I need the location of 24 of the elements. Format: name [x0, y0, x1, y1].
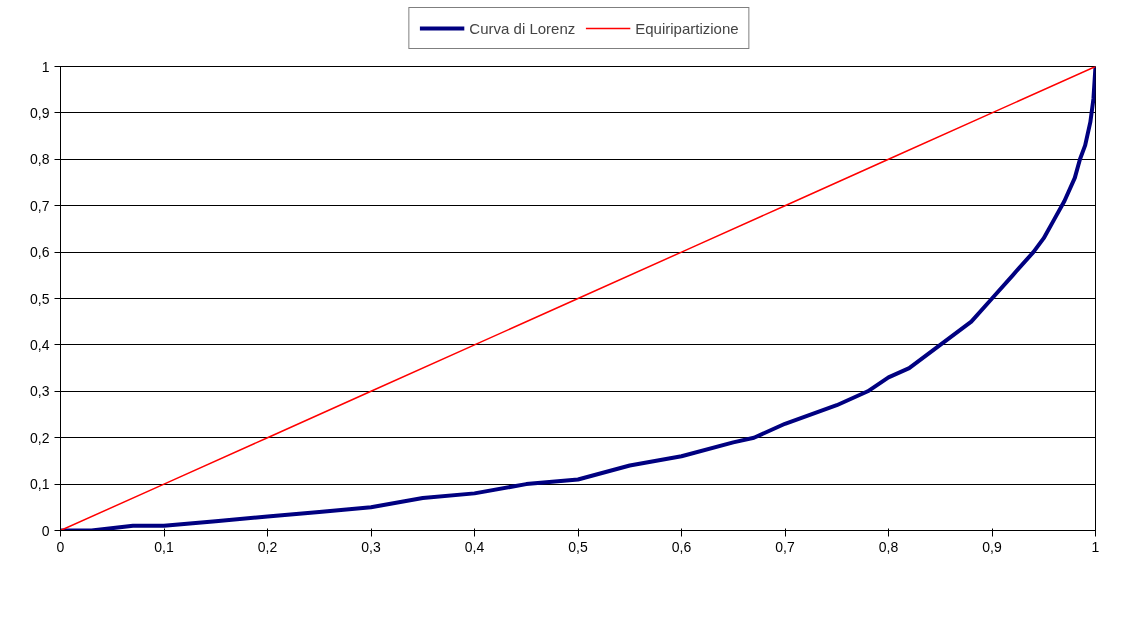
- y-tick-label: 0,4: [30, 336, 50, 353]
- y-tick-label: 0,7: [30, 197, 50, 214]
- x-tick-label: 0,5: [568, 538, 588, 555]
- x-tick-label: 0,9: [982, 538, 1002, 555]
- x-tick-label: 0,3: [361, 538, 381, 555]
- x-tick-label: 0: [56, 538, 65, 555]
- y-tick-label: 0,3: [30, 383, 50, 400]
- y-tick-label: 0,8: [30, 151, 50, 168]
- x-tick-label: 0,8: [878, 538, 899, 555]
- y-tick-label: 0,6: [30, 244, 50, 261]
- y-tick-label: 0,2: [30, 429, 50, 446]
- y-tick-label: 1: [41, 58, 50, 75]
- x-tick-label: 0,2: [257, 538, 278, 555]
- y-tick-label: 0,5: [30, 290, 50, 307]
- x-tick-label: 0,7: [775, 538, 795, 555]
- x-tick-label: 0,1: [154, 538, 174, 555]
- legend-label: Curva di Lorenz: [469, 19, 576, 37]
- legend-label: Equiripartizione: [635, 19, 739, 37]
- x-tick-label: 1: [1091, 538, 1100, 555]
- y-tick-label: 0,9: [30, 104, 50, 121]
- y-tick-label: 0,1: [30, 476, 50, 493]
- x-tick-label: 0,4: [464, 538, 485, 555]
- x-tick-label: 0,6: [671, 538, 692, 555]
- y-tick-label: 0: [41, 522, 50, 539]
